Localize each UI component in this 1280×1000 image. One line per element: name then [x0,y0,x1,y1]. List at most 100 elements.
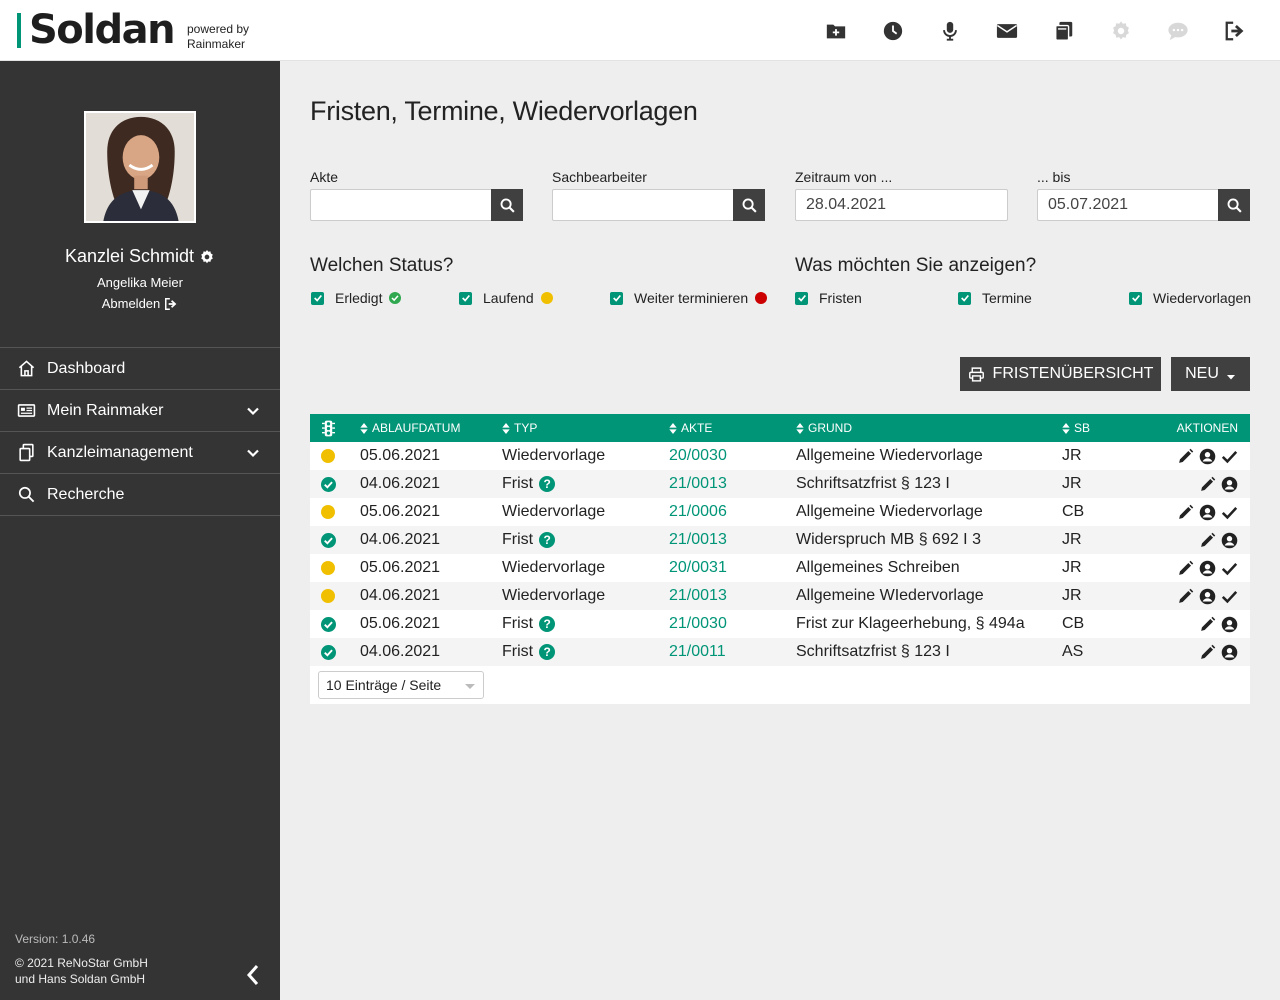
table-row[interactable]: 05.06.2021 Wiedervorlage 20/0031 Allgemeine… [310,554,1250,582]
sidebar-nav: Dashboard Mein Rainmaker Kanzleimanageme… [0,347,280,516]
akte-link[interactable]: 21/0030 [669,615,727,632]
table-row[interactable]: 04.06.2021 Frist? 21/0011 Schriftsatzfrist … [310,638,1250,666]
chat-icon[interactable] [1165,18,1191,44]
table-row[interactable]: 04.06.2021 Frist? 21/0013 Widerspruch MB § … [310,526,1250,554]
gear-icon[interactable] [199,249,215,265]
akte-link[interactable]: 21/0006 [669,503,727,520]
assign-user-icon[interactable] [1221,644,1238,661]
table-row[interactable]: 04.06.2021 Frist? 21/0013 Schriftsatzfrist … [310,470,1250,498]
date-cell: 04.06.2021 [360,475,441,492]
column-ablaufdatum[interactable]: ABLAUFDATUM [360,414,460,442]
envelope-icon[interactable] [994,18,1020,44]
status-cell [321,498,335,526]
assign-user-icon[interactable] [1199,448,1216,465]
nav-recherche[interactable]: Recherche [0,474,280,516]
status-erledigt-checkbox[interactable]: Erledigt [311,290,402,306]
akte-link[interactable]: 21/0013 [669,475,727,492]
row-actions [1199,526,1238,554]
akte-link[interactable]: 21/0013 [669,531,727,548]
status-cell [321,638,336,666]
gear-icon[interactable] [1108,18,1134,44]
page-title: Fristen, Termine, Wiedervorlagen [310,96,698,126]
grund-cell: Schriftsatzfrist § 123 I [796,475,950,492]
collapse-sidebar-icon[interactable] [243,963,263,987]
microphone-icon[interactable] [937,18,963,44]
version-text: Version: 1.0.46 [15,932,96,946]
assign-user-icon[interactable] [1199,588,1216,605]
question-icon[interactable]: ? [539,644,556,660]
date-from-input[interactable] [796,190,1007,220]
date-cell: 05.06.2021 [360,447,441,464]
top-bar: Soldan powered by Rainmaker [0,0,1280,61]
show-fristen-checkbox[interactable]: Fristen [795,290,862,306]
question-icon[interactable]: ? [539,476,556,492]
edit-icon[interactable] [1177,560,1194,577]
edit-icon[interactable] [1199,532,1216,549]
yellow-dot-icon [540,292,553,304]
row-actions [1199,470,1238,498]
check-icon[interactable] [1221,560,1238,577]
page-size-select[interactable]: 10 Einträge / Seite [318,671,484,699]
date-cell: 05.06.2021 [360,503,441,520]
assign-user-icon[interactable] [1221,532,1238,549]
avatar[interactable] [84,111,196,223]
akte-link[interactable]: 20/0030 [669,447,727,464]
sachbearbeiter-input[interactable] [553,190,764,220]
nav-mein-rainmaker[interactable]: Mein Rainmaker [0,390,280,432]
edit-icon[interactable] [1177,588,1194,605]
assign-user-icon[interactable] [1199,504,1216,521]
edit-icon[interactable] [1199,476,1216,493]
check-icon[interactable] [1221,588,1238,605]
powered-by: powered by Rainmaker [187,22,250,51]
sign-out-icon[interactable] [1222,18,1248,44]
sb-cell: JR [1062,475,1082,492]
date-to-input[interactable] [1038,190,1249,220]
copy-icon[interactable] [1051,18,1077,44]
status-cell [321,470,336,498]
column-typ[interactable]: TYP [502,414,537,442]
question-icon[interactable]: ? [539,532,556,548]
fristenuebersicht-button[interactable]: FRISTENÜBERSICHT [960,357,1161,391]
neu-button[interactable]: NEU [1171,357,1250,391]
column-grund[interactable]: GRUND [796,414,852,442]
checkbox-check-icon [795,291,808,305]
date-search-button[interactable] [1218,189,1250,221]
assign-user-icon[interactable] [1199,560,1216,577]
akte-search-button[interactable] [491,189,523,221]
table-row[interactable]: 05.06.2021 Frist? 21/0030 Frist zur Klageer… [310,610,1250,638]
assign-user-icon[interactable] [1221,476,1238,493]
assign-user-icon[interactable] [1221,616,1238,633]
copyright: © 2021 ReNoStar GmbH und Hans Soldan Gmb… [15,956,148,986]
check-icon[interactable] [1221,448,1238,465]
edit-icon[interactable] [1199,616,1216,633]
edit-icon[interactable] [1199,644,1216,661]
folder-plus-icon[interactable] [823,18,849,44]
status-done-icon [321,476,336,492]
grund-cell: Allgemeine Wiedervorlage [796,447,983,464]
akte-link[interactable]: 20/0031 [669,559,727,576]
akte-input[interactable] [311,190,522,220]
show-wiedervorlagen-checkbox[interactable]: Wiedervorlagen [1129,290,1251,306]
column-sb[interactable]: SB [1062,414,1090,442]
check-icon[interactable] [1221,504,1238,521]
clock-icon[interactable] [880,18,906,44]
nav-dashboard[interactable]: Dashboard [0,348,280,390]
row-actions [1177,582,1238,610]
question-icon[interactable]: ? [539,616,556,632]
logout-link[interactable]: Abmelden [0,296,280,311]
sachbearbeiter-search-button[interactable] [733,189,765,221]
status-laufend-checkbox[interactable]: Laufend [459,290,553,306]
edit-icon[interactable] [1177,504,1194,521]
akte-link[interactable]: 21/0013 [669,587,727,604]
row-actions [1177,554,1238,582]
table-row[interactable]: 04.06.2021 Wiedervorlage 21/0013 Allgemeine… [310,582,1250,610]
table-row[interactable]: 05.06.2021 Wiedervorlage 21/0006 Allgemeine… [310,498,1250,526]
column-akte[interactable]: AKTE [669,414,712,442]
akte-link[interactable]: 21/0011 [669,643,726,660]
status-weiter-checkbox[interactable]: Weiter terminieren [610,290,768,306]
status-column-header[interactable] [322,414,335,442]
table-row[interactable]: 05.06.2021 Wiedervorlage 20/0030 Allgemeine… [310,442,1250,470]
nav-kanzleimanagement[interactable]: Kanzleimanagement [0,432,280,474]
show-termine-checkbox[interactable]: Termine [958,290,1032,306]
edit-icon[interactable] [1177,448,1194,465]
